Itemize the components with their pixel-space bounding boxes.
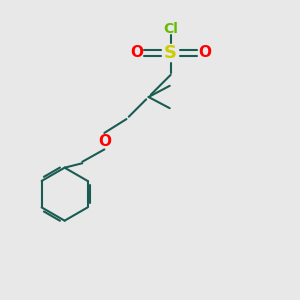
Text: S: S <box>164 44 177 62</box>
Text: O: O <box>198 45 211 60</box>
Text: O: O <box>98 134 111 149</box>
Text: Cl: Cl <box>163 22 178 36</box>
Text: O: O <box>130 45 143 60</box>
